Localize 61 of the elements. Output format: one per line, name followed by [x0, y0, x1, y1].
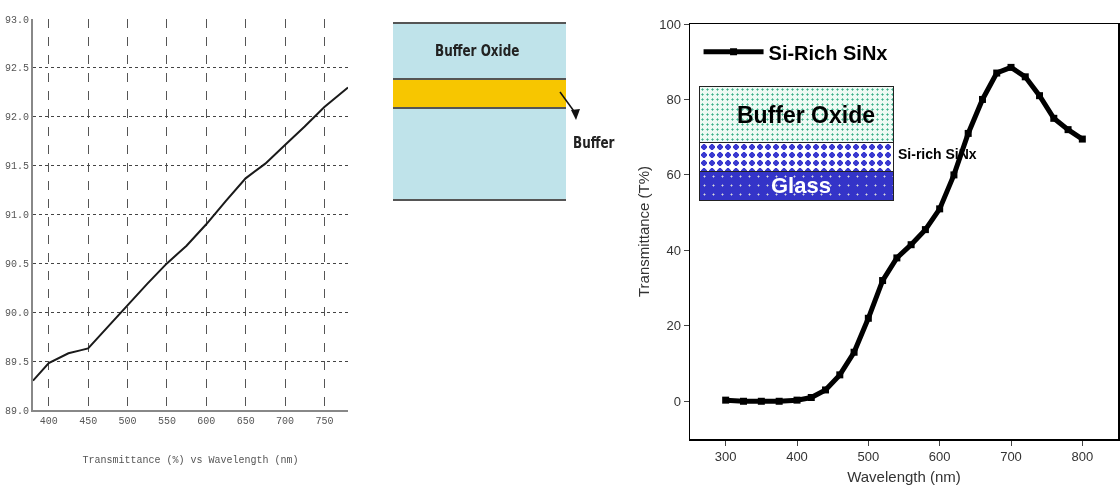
y-tick-label: 90.5	[4, 258, 29, 270]
point	[921, 226, 929, 234]
y-axis-title: Transmittance (T%)	[634, 165, 652, 298]
x-tick-label: 700	[1000, 449, 1022, 465]
y-tick-label: 80	[666, 92, 681, 107]
point	[1050, 114, 1058, 122]
point	[822, 386, 830, 394]
point	[1036, 92, 1044, 100]
x-tick-label: 600	[928, 449, 951, 465]
x-tick-label: 300	[714, 449, 737, 465]
point	[740, 397, 747, 405]
point	[879, 277, 887, 285]
point	[950, 171, 958, 179]
point	[757, 397, 765, 405]
x-tick-label: 500	[857, 449, 880, 465]
y-tick-label: 100	[659, 16, 681, 32]
point	[993, 69, 1001, 77]
x-tick-label: 700	[275, 416, 295, 427]
x-axis-title: Wavelength (nm)	[847, 467, 961, 485]
x-axis-title: Transmittance (%) vs Wavelength (nm)	[82, 455, 299, 466]
x-tick-label: 550	[157, 416, 176, 427]
point	[793, 396, 801, 404]
y-tick-label: 20	[666, 318, 681, 334]
annotation: Buffer Oxide	[737, 102, 876, 129]
legend-label: Si-Rich SiNx	[768, 41, 888, 64]
point	[1021, 73, 1029, 81]
y-tick-label: 89.5	[4, 356, 29, 368]
y-tick-label: 40	[666, 242, 681, 258]
point	[850, 348, 858, 356]
x-tick-label: 400	[786, 449, 808, 465]
x-tick-label: 500	[118, 416, 137, 427]
point	[836, 371, 844, 379]
y-tick-label: 91.0	[4, 210, 29, 221]
y-tick-label: 93.0	[4, 14, 29, 26]
y-tick-label: 92.5	[4, 63, 29, 75]
line-series	[33, 86, 348, 382]
point	[978, 95, 986, 103]
y-tick-label: 92.0	[4, 112, 29, 124]
y-tick-label: 60	[666, 167, 681, 183]
point	[907, 241, 915, 249]
point	[1007, 63, 1015, 71]
point	[722, 396, 730, 404]
x-tick-label: 650	[236, 416, 255, 427]
point	[964, 129, 972, 137]
point	[864, 314, 872, 322]
x-tick-label: 600	[197, 416, 216, 427]
y-tick-label: 91.5	[4, 161, 29, 173]
y-tick-label: 89.0	[4, 405, 29, 417]
point	[775, 397, 783, 405]
x-tick-label: 400	[39, 416, 58, 427]
annotation: Glass	[771, 173, 831, 199]
x-tick-label: 800	[1071, 449, 1094, 465]
point	[1064, 126, 1072, 134]
point	[936, 205, 944, 213]
y-tick-label: 0	[673, 393, 681, 409]
point	[1078, 135, 1086, 143]
x-tick-label: 750	[315, 416, 334, 427]
point	[807, 394, 815, 401]
point	[893, 254, 901, 262]
x-tick-label: 450	[79, 416, 98, 427]
y-tick-label: 90.0	[4, 307, 29, 319]
